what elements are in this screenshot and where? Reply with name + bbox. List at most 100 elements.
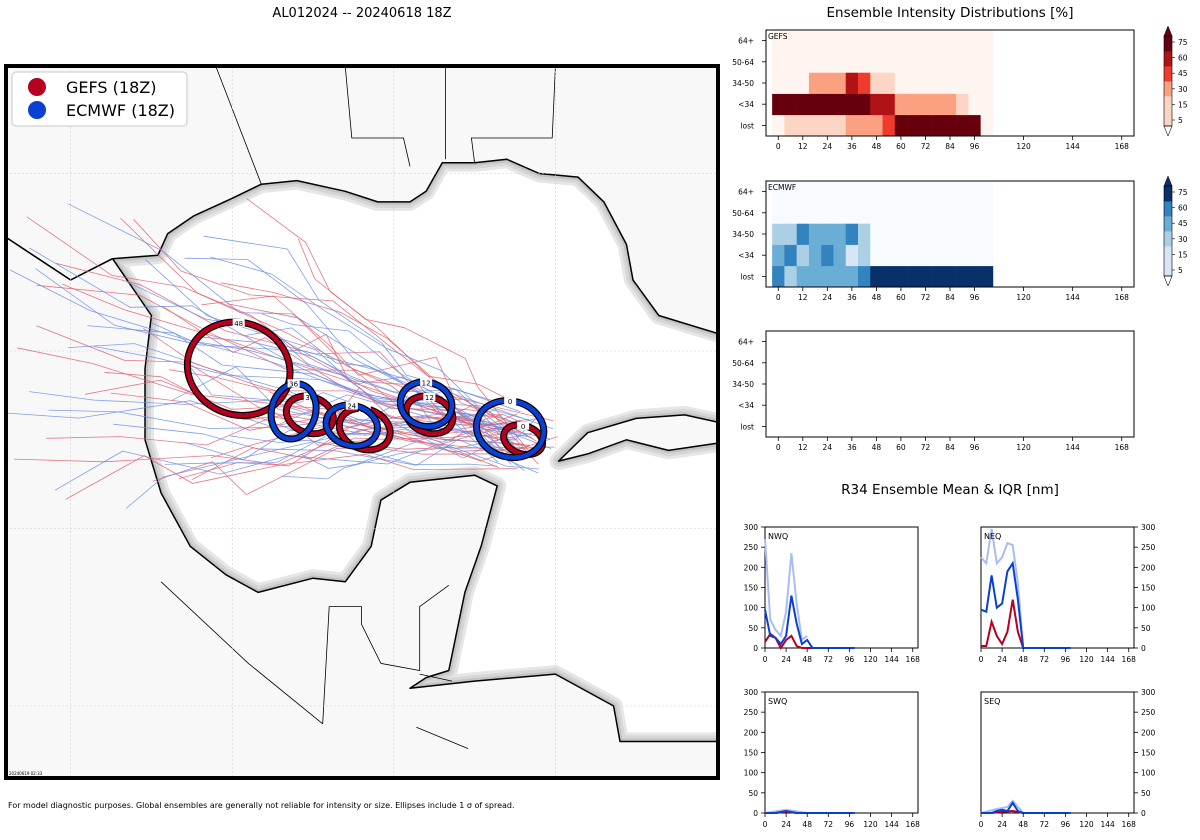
- heatmap-cell: [808, 181, 822, 203]
- heatmap-cell: [845, 72, 859, 94]
- heatmap-x-tick: 24: [823, 293, 833, 302]
- heatmap-cell: [833, 30, 847, 52]
- colorbar-segment: [1164, 96, 1172, 112]
- r34-y-tick: 0: [753, 809, 758, 818]
- heatmap-cell: [858, 72, 871, 94]
- r34-x-tick: 144: [1100, 820, 1115, 829]
- r34-x-tick: 168: [1122, 655, 1137, 664]
- heatmap-x-tick: 60: [896, 142, 906, 151]
- colorbar-tick: 75: [1178, 38, 1188, 47]
- heatmap-x-tick: 24: [823, 142, 833, 151]
- heatmap-cell: [784, 51, 797, 73]
- heatmap-x-tick: 0: [776, 443, 781, 452]
- heatmap-cell: [772, 244, 785, 267]
- r34-quadrant-label: NEQ: [984, 532, 1001, 541]
- colorbar-segment: [1164, 261, 1172, 277]
- r34-x-tick: 144: [884, 820, 899, 829]
- r34-y-tick: 0: [753, 644, 758, 653]
- heatmap-cell: [919, 202, 932, 224]
- heatmap-cell: [808, 223, 822, 245]
- map-frame: [4, 64, 720, 780]
- heatmap-cell: [858, 265, 871, 288]
- heatmap-cell: [784, 114, 797, 137]
- heatmap-cell: [796, 72, 810, 94]
- heatmap-cell: [894, 93, 908, 116]
- heatmap-cell: [845, 265, 859, 288]
- political-border: [419, 673, 453, 682]
- heatmap-cell: [796, 30, 810, 52]
- colorbar-segment: [1164, 186, 1172, 202]
- heatmap-cell: [858, 93, 871, 116]
- colorbar-segment: [1164, 51, 1172, 67]
- r34-neq-panel: NEQ 0 24 48 72 96 120 144 168 0 50 100 150 200 250 300: [979, 523, 1156, 664]
- heatmap-x-tick: 36: [847, 293, 857, 302]
- colorbar-tick: 45: [1178, 219, 1188, 228]
- heatmap-cell: [980, 181, 994, 203]
- r34-x-tick: 120: [1079, 820, 1094, 829]
- heatmap-cell: [931, 265, 945, 288]
- gefs-member-track: [227, 303, 539, 465]
- ellipse-hour-label: 36: [305, 394, 314, 402]
- heatmap-y-tick: 34-50: [732, 230, 754, 239]
- heatmap-cell: [919, 181, 932, 203]
- heatmap-y-tick: 64+: [738, 188, 754, 197]
- heatmap-x-tick: 48: [872, 142, 882, 151]
- heatmap-cell: [968, 93, 981, 116]
- heatmap-cell: [894, 202, 908, 224]
- heatmap-cell: [943, 51, 957, 73]
- heatmap-cell: [858, 181, 871, 203]
- r34-x-tick: 48: [802, 655, 812, 664]
- political-border: [344, 67, 411, 167]
- heatmap-x-tick: 120: [1016, 293, 1031, 302]
- main-title: AL012024 -- 20240618 18Z: [272, 6, 451, 21]
- heatmap-cell: [894, 181, 908, 203]
- heatmap-cell: [821, 93, 834, 116]
- ellipse-hour-bg: [345, 401, 358, 410]
- heatmap-cell: [919, 265, 932, 288]
- colorbar-segment: [1164, 231, 1172, 247]
- colorbar-segment: [1164, 36, 1172, 52]
- heatmap-cell: [796, 244, 810, 267]
- colorbar-tick: 45: [1178, 69, 1188, 78]
- heatmap-cell: [907, 114, 920, 137]
- ellipse-hour-bg: [517, 421, 530, 430]
- r34-x-tick: 120: [863, 655, 878, 664]
- heatmap-y-tick: lost: [740, 121, 754, 130]
- ensemble-tracks: [6, 198, 558, 509]
- heatmap-cell: [821, 265, 834, 288]
- r34-x-tick: 168: [1122, 820, 1137, 829]
- gefs-member-track: [13, 422, 524, 466]
- heatmap-cell: [882, 223, 896, 245]
- heatmap-x-tick: 168: [1115, 142, 1130, 151]
- ellipse-hour-label: 0: [508, 398, 512, 406]
- colorbar-segment: [1164, 246, 1172, 262]
- heatmap-cell: [784, 93, 797, 116]
- gefs-ellipse-12h: 12: [402, 392, 457, 438]
- heatmap-cell: [980, 244, 994, 267]
- colorbar-tick: 15: [1178, 250, 1188, 259]
- heatmap-cell: [870, 30, 883, 52]
- r34-x-tick: 168: [906, 655, 921, 664]
- heatmap-cell: [907, 51, 920, 73]
- heatmap-cell: [845, 93, 859, 116]
- heatmap-cell: [833, 202, 847, 224]
- heatmap-cell: [821, 202, 834, 224]
- ellipse-hour-bg: [303, 392, 316, 401]
- heatmap-cell: [821, 244, 834, 267]
- legend-gefs-marker: [28, 78, 46, 96]
- heatmap-cell: [821, 181, 834, 203]
- heatmap-cell: [894, 51, 908, 73]
- r34-x-tick: 96: [1061, 820, 1071, 829]
- r34-y-tick: 50: [1141, 789, 1151, 798]
- heatmap-cell: [882, 72, 896, 94]
- heatmap-cell: [784, 244, 797, 267]
- heatmap-cell: [956, 93, 969, 116]
- heatmap-cell: [858, 244, 871, 267]
- heatmap-x-tick: 144: [1066, 293, 1081, 302]
- heatmap-cell: [968, 265, 981, 288]
- heatmap-cell: [870, 51, 883, 73]
- heatmap-cell: [796, 223, 810, 245]
- r34-y-tick: 100: [744, 769, 759, 778]
- heatmap-cell: [870, 181, 883, 203]
- colorbar-tick: 60: [1178, 54, 1188, 63]
